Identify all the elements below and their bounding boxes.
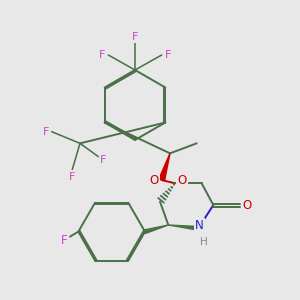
Text: O: O [178,174,187,187]
Text: F: F [61,233,68,247]
Text: H: H [200,237,208,247]
Polygon shape [168,225,199,230]
Text: F: F [43,127,49,137]
Text: F: F [99,50,106,60]
Text: O: O [150,173,159,187]
Text: F: F [164,50,171,60]
Text: F: F [100,155,106,165]
Text: N: N [195,219,204,232]
Text: F: F [68,172,75,182]
Text: F: F [132,32,138,42]
Polygon shape [159,153,170,181]
Text: O: O [242,199,251,212]
Polygon shape [145,225,168,233]
